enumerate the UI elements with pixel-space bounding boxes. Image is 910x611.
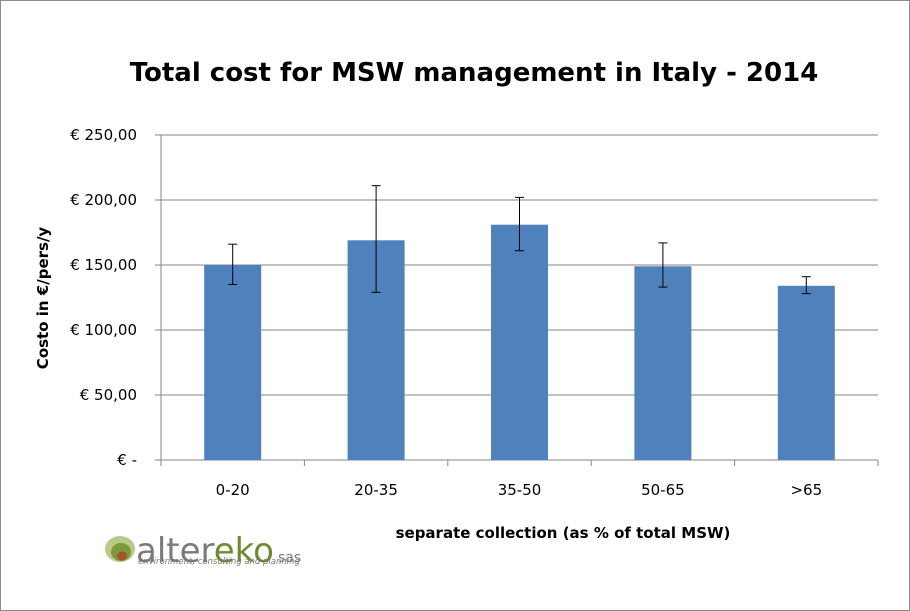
y-tick-labels: € - € 50,00 € 100,00 € 150,00 € 200,00 € 250,… — [70, 126, 137, 469]
y-tick-label: € - — [117, 451, 137, 469]
logo-name-part1: alter — [136, 531, 215, 571]
x-axis-title: separate collection (as % of total MSW) — [396, 524, 731, 542]
x-tick-labels: 0-20 20-35 35-50 50-65 >65 — [216, 481, 822, 499]
y-tick-label: € 100,00 — [70, 321, 137, 339]
error-bars — [228, 185, 811, 295]
logo-tagline: environment, consulting and planning — [138, 557, 301, 567]
y-tick-label: € 200,00 — [70, 191, 137, 209]
bar — [634, 266, 692, 460]
logo-wordmark: altereko sas — [136, 531, 301, 571]
chart-title: Total cost for MSW management in Italy -… — [130, 58, 819, 88]
y-axis-title: Costo in €/pers/y — [34, 227, 52, 370]
x-tick-label: >65 — [790, 481, 822, 499]
x-tick-label: 20-35 — [354, 481, 398, 499]
y-tick-label: € 50,00 — [80, 386, 137, 404]
x-tick-label: 35-50 — [498, 481, 542, 499]
y-tick-label: € 150,00 — [70, 256, 137, 274]
y-tick-label: € 250,00 — [70, 126, 137, 144]
logo: altereko sas environment, consulting and … — [105, 531, 301, 571]
bar — [777, 285, 835, 460]
x-tick-label: 50-65 — [641, 481, 685, 499]
bar — [204, 265, 262, 460]
bar — [491, 224, 548, 460]
x-tick-label: 0-20 — [216, 481, 250, 499]
logo-name-part2: eko — [214, 531, 274, 571]
logo-suffix: sas — [278, 550, 301, 566]
bars — [204, 224, 835, 460]
logo-icon — [105, 536, 135, 562]
